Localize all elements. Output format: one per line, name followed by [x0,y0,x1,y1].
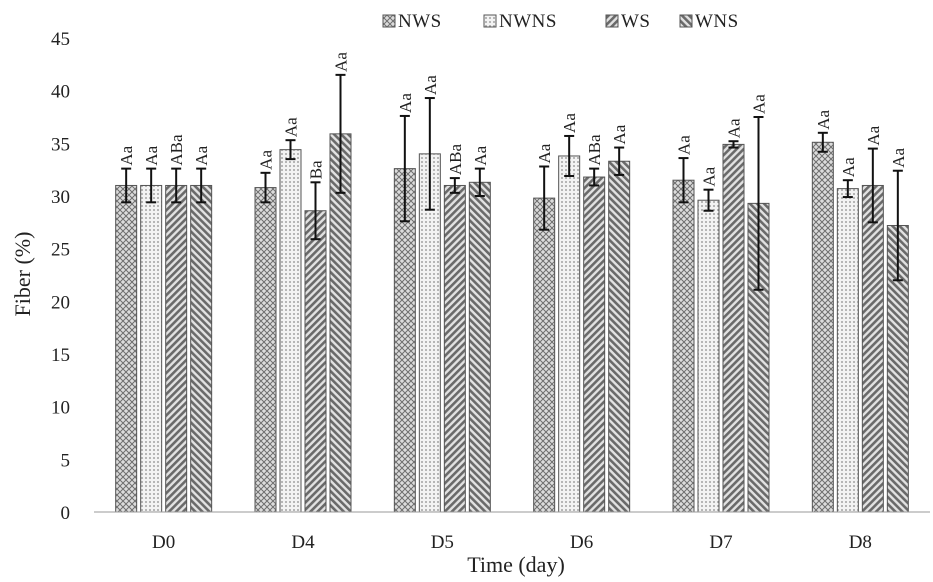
significance-label: Aa [421,75,440,95]
x-tick-label: D6 [570,532,593,553]
y-tick-label: 0 [61,503,71,524]
x-tick-label: D7 [709,532,732,553]
significance-label: Aa [750,94,769,114]
y-tick-label: 30 [51,187,70,208]
bar-ws-d6 [583,176,606,513]
bar-nws-d8 [811,141,834,513]
significance-label: ABa [167,134,186,166]
bar-nws-d0 [115,184,138,513]
y-axis-ticks: 0 5 10 15 20 25 30 35 40 45 [51,29,70,524]
x-tick-label: D4 [291,532,315,553]
legend-label-ws: WS [621,11,651,32]
error-bars [121,73,903,291]
bar-nws-d7 [672,179,695,513]
legend-swatch-nwns [483,14,497,28]
y-tick-label: 40 [51,82,70,103]
y-tick-label: 20 [51,292,70,313]
x-tick-label: D8 [849,532,872,553]
x-tick-label: D0 [152,532,175,553]
significance-label: Aa [839,157,858,177]
significance-label: Aa [332,52,351,72]
legend-swatch-ws [605,14,619,28]
bar-nwns-d7 [697,199,720,513]
significance-label: Aa [560,113,579,133]
significance-label: Aa [282,117,301,137]
bar-nwns-d4 [279,149,302,513]
y-tick-label: 5 [61,450,71,471]
legend-label-wns: WNS [695,11,739,32]
bar-ws-d4 [304,210,327,513]
legend: NWS NWNS WS WNS [382,11,739,32]
x-axis-title: Time (day) [467,552,565,577]
x-axis-ticks: D0 D4 D5 D6 D7 D8 [152,532,872,553]
bar-wns-d6 [608,160,631,513]
significance-label: Aa [192,145,211,165]
bar-ws-d0 [165,184,188,513]
significance-label: Aa [610,124,629,144]
legend-label-nws: NWS [398,11,442,32]
bar-ws-d5 [443,184,466,513]
significance-label: Aa [471,145,490,165]
significance-label: Aa [117,145,136,165]
bar-nws-d4 [254,187,277,513]
y-axis-title: Fiber (%) [10,232,35,317]
legend-swatch-nws [382,14,396,28]
significance-label: Aa [142,145,161,165]
significance-label: Aa [396,93,415,113]
significance-label: Aa [700,166,719,186]
legend-swatch-wns [679,14,693,28]
bar-nws-d6 [533,197,556,513]
bar-nwns-d0 [140,184,163,513]
bar-ws-d8 [861,184,884,513]
significance-label: Aa [725,118,744,138]
x-tick-label: D5 [431,532,454,553]
significance-label: Aa [535,143,554,163]
significance-label: Aa [257,150,276,170]
bar-wns-d5 [468,181,491,513]
y-tick-label: 10 [51,398,70,419]
bar-wns-d0 [190,184,213,513]
significance-label: Aa [814,110,833,130]
significance-label: Aa [675,135,694,155]
legend-label-nwns: NWNS [499,11,557,32]
significance-label: Ba [307,160,326,179]
y-tick-label: 25 [51,240,70,261]
bar-nwns-d8 [836,188,859,513]
bars [115,133,909,513]
y-tick-label: 35 [51,134,70,155]
bar-nwns-d6 [558,155,581,513]
significance-label: ABa [446,143,465,175]
significance-labels: Aa Aa ABa Aa Aa Aa Ba Aa Aa Aa ABa Aa Aa Aa ABa Aa Aa Aa A… [117,52,908,187]
bar-ws-d7 [722,143,745,513]
significance-label: ABa [585,134,604,166]
significance-label: Aa [864,125,883,145]
y-tick-label: 45 [51,29,70,50]
significance-label: Aa [889,147,908,167]
y-tick-label: 15 [51,345,70,366]
